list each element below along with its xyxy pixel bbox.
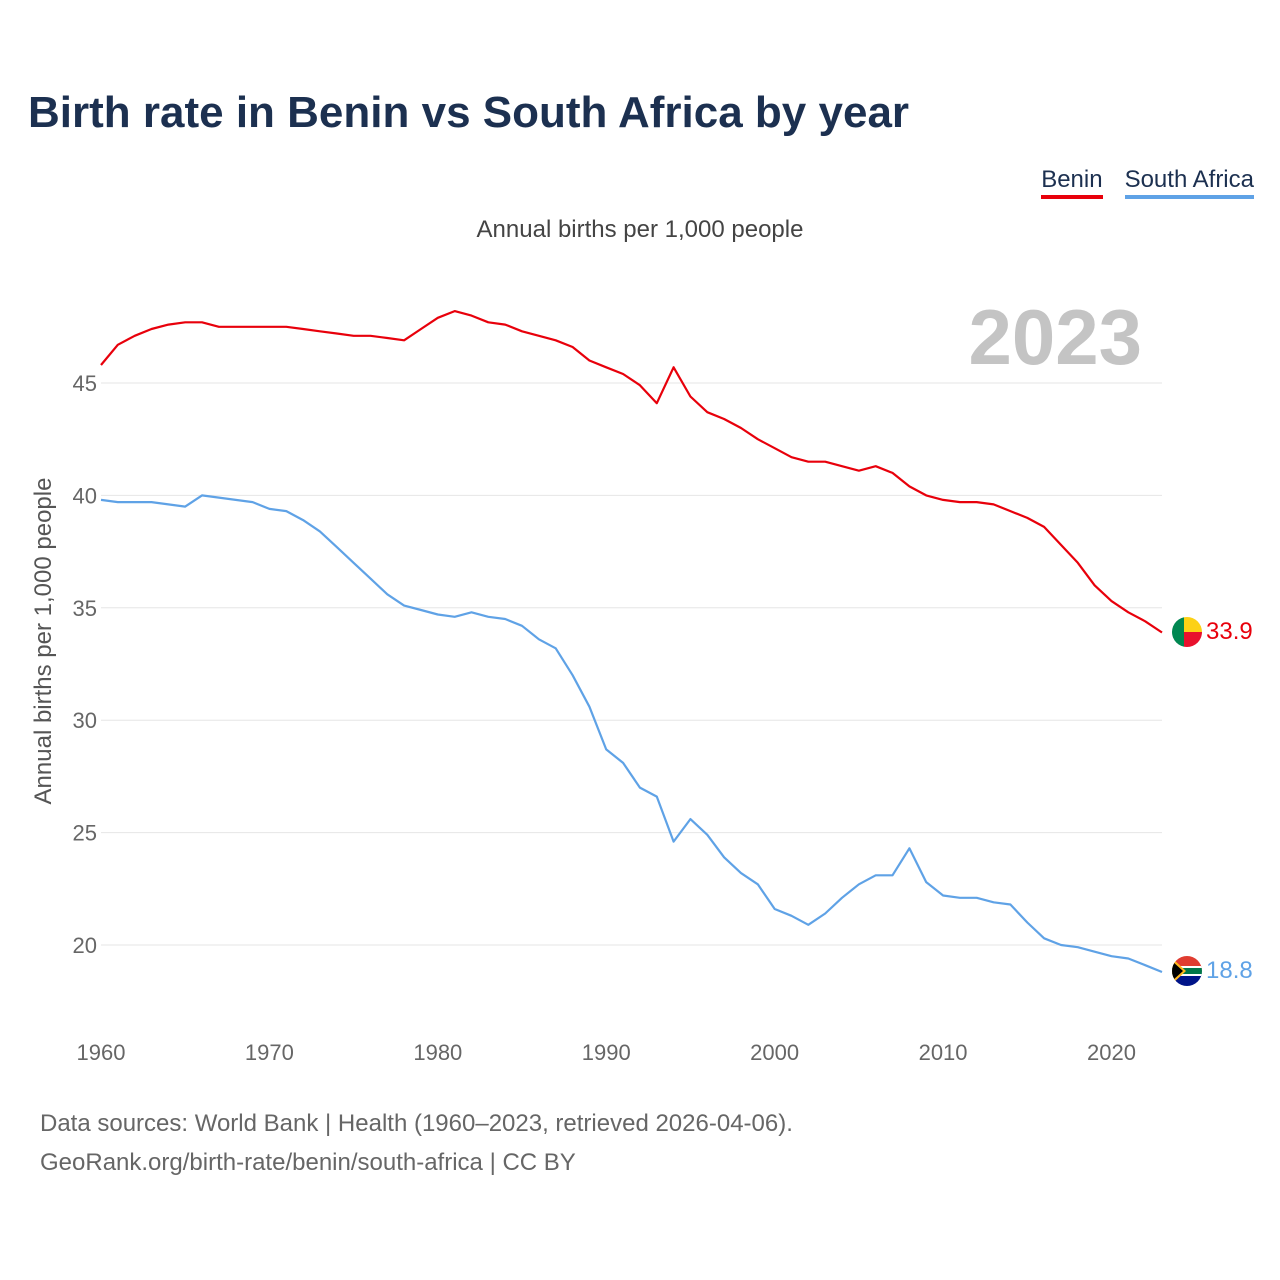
chart-title: Birth rate in Benin vs South Africa by y…: [28, 88, 910, 137]
x-axis-ticks: 1960 1970 1980 1990 2000 2010 2020: [77, 1040, 1136, 1065]
y-axis-ticks: 20 25 30 35 40 45: [73, 371, 97, 958]
year-label: 2023: [968, 293, 1142, 381]
south-africa-flag-icon: [1172, 956, 1202, 986]
x-tick-label: 1980: [413, 1040, 462, 1065]
y-tick-label: 25: [73, 821, 97, 846]
y-tick-label: 35: [73, 596, 97, 621]
legend-item-benin[interactable]: Benin: [1041, 166, 1103, 199]
x-tick-label: 2000: [750, 1040, 799, 1065]
y-tick-label: 45: [73, 371, 97, 396]
chart-subtitle: Annual births per 1,000 people: [476, 216, 804, 243]
x-tick-label: 1990: [582, 1040, 631, 1065]
y-tick-label: 20: [73, 933, 97, 958]
y-tick-label: 30: [73, 708, 97, 733]
data-source-note: Data sources: World Bank | Health (1960–…: [40, 1110, 793, 1137]
footer: Data sources: World Bank | Health (1960–…: [40, 1104, 793, 1182]
south-africa-end-value: 18.8: [1206, 957, 1253, 984]
x-tick-label: 2010: [919, 1040, 968, 1065]
x-tick-label: 1970: [245, 1040, 294, 1065]
gridlines: [101, 382, 1162, 946]
series-lines: [100, 310, 1163, 974]
x-tick-label: 2020: [1087, 1040, 1136, 1065]
benin-end-value: 33.9: [1206, 618, 1253, 645]
series-line-benin[interactable]: [100, 310, 1163, 634]
legend-item-south-africa[interactable]: South Africa: [1124, 166, 1254, 199]
source-url: GeoRank.org/birth-rate/benin/south-afric…: [40, 1149, 576, 1176]
benin-flag-icon: [1172, 617, 1202, 647]
series-line-south-africa[interactable]: [100, 494, 1163, 974]
y-tick-label: 40: [73, 483, 97, 508]
legend: Benin South Africa: [1041, 166, 1254, 199]
x-tick-label: 1960: [77, 1040, 126, 1065]
y-axis-label: Annual births per 1,000 people: [30, 478, 57, 805]
